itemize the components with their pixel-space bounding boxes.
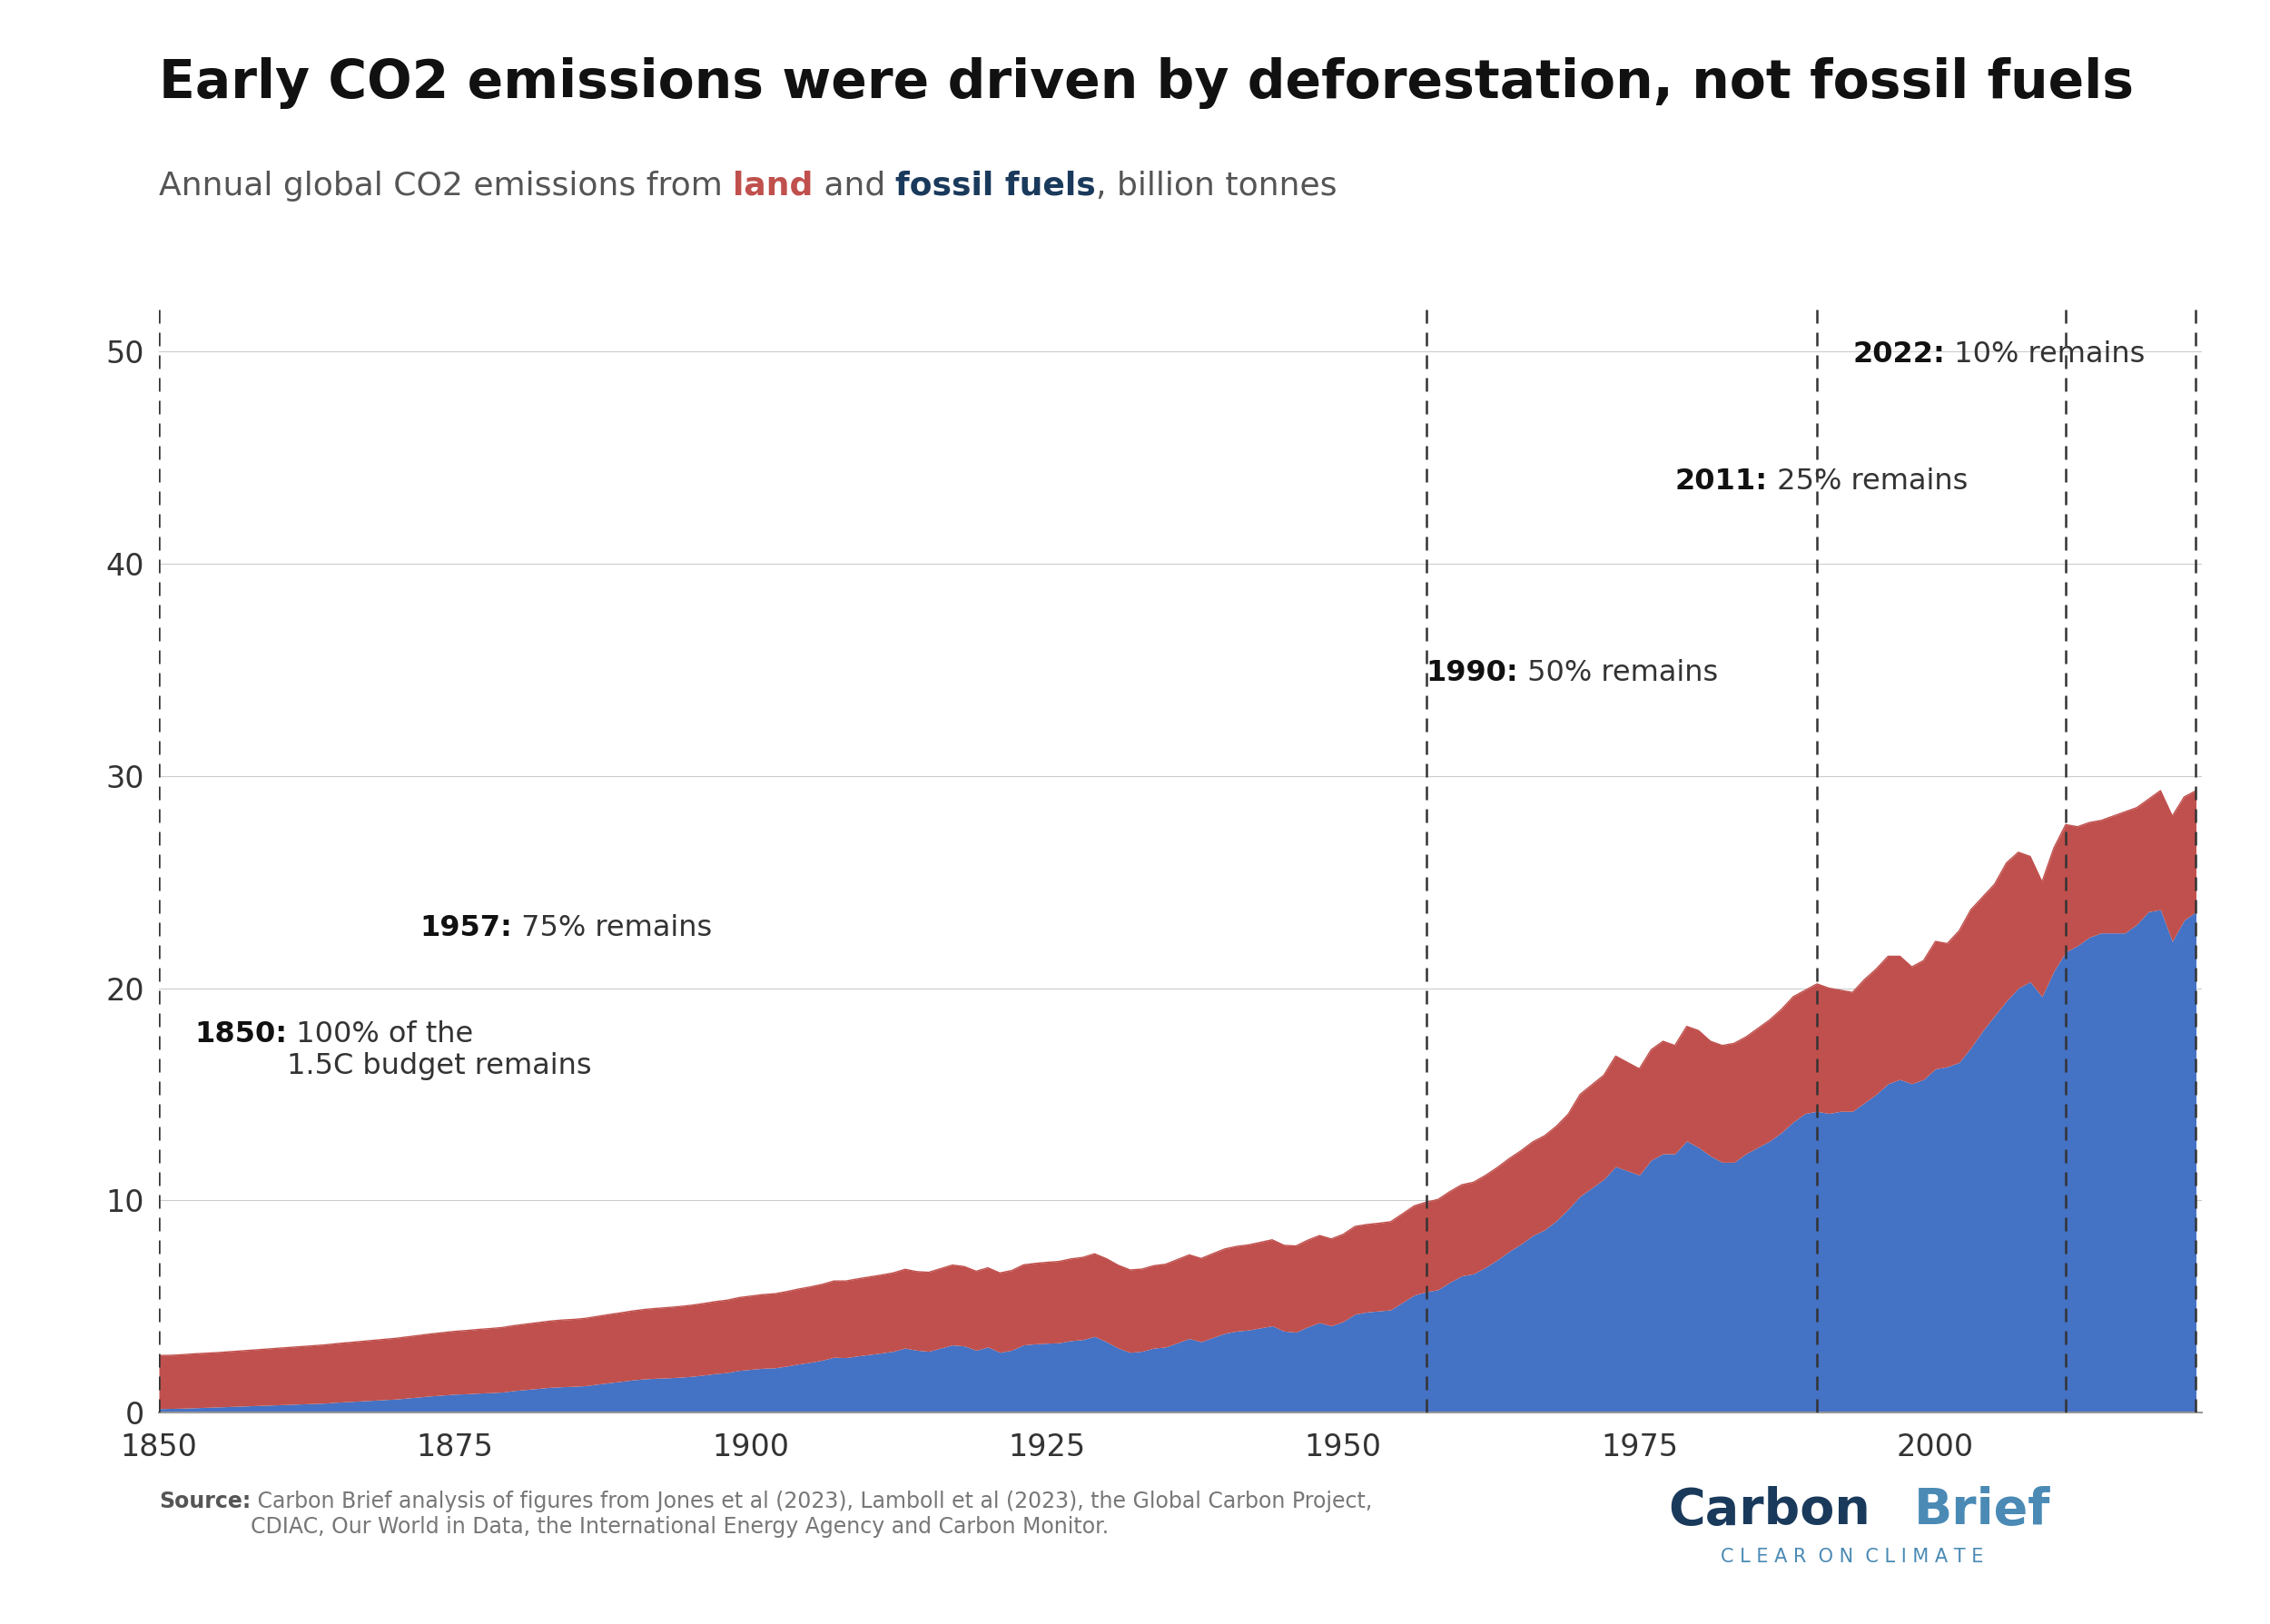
Text: , billion tonnes: , billion tonnes	[1096, 171, 1337, 201]
Text: Carbon: Carbon	[1668, 1486, 1870, 1535]
Text: and: and	[813, 171, 897, 201]
Text: 1957:: 1957:	[420, 914, 513, 942]
Text: 2011:: 2011:	[1675, 468, 1768, 495]
Text: 25% remains: 25% remains	[1768, 468, 1968, 495]
Text: 100% of the
1.5C budget remains: 100% of the 1.5C budget remains	[288, 1020, 592, 1080]
Text: fossil fuels: fossil fuels	[897, 171, 1096, 201]
Text: 1990:: 1990:	[1426, 659, 1519, 687]
Text: Carbon Brief analysis of figures from Jones et al (2023), Lamboll et al (2023), : Carbon Brief analysis of figures from Jo…	[250, 1491, 1373, 1538]
Text: 2022:: 2022:	[1852, 341, 1945, 369]
Text: land: land	[733, 171, 813, 201]
Text: Annual global CO2 emissions from: Annual global CO2 emissions from	[159, 171, 733, 201]
Text: 75% remains: 75% remains	[513, 914, 713, 942]
Text: Brief: Brief	[1914, 1486, 2050, 1535]
Text: C L E A R  O N  C L I M A T E: C L E A R O N C L I M A T E	[1721, 1548, 1984, 1566]
Text: Source:: Source:	[159, 1491, 250, 1512]
Text: 10% remains: 10% remains	[1945, 341, 2145, 369]
Text: 50% remains: 50% remains	[1519, 659, 1718, 687]
Text: 1850:: 1850:	[195, 1020, 288, 1047]
Text: Early CO2 emissions were driven by deforestation, not fossil fuels: Early CO2 emissions were driven by defor…	[159, 57, 2134, 109]
